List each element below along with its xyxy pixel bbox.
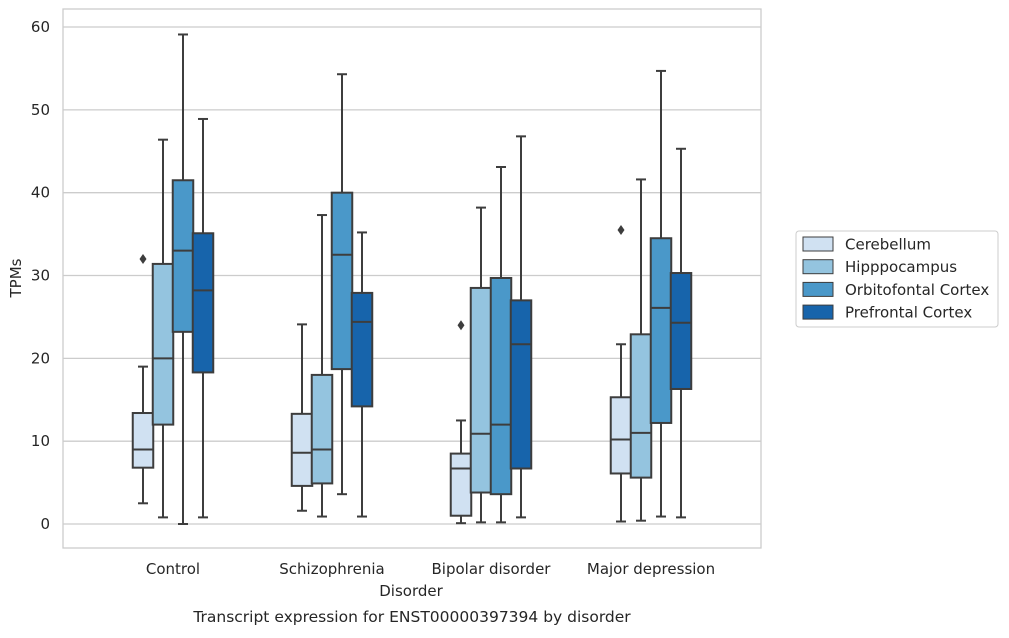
box-orbitofontal-cortex-1 (330, 73, 354, 496)
box-prefrontal-cortex-3 (669, 147, 693, 519)
x-tick-label: Control (146, 560, 200, 578)
box-iqr (310, 373, 334, 485)
x-axis-label: Disorder (379, 582, 443, 600)
box-cerebellum-0 (131, 253, 155, 505)
box-iqr (669, 272, 693, 390)
y-tick-label: 60 (31, 18, 50, 36)
legend-swatch (802, 259, 834, 275)
box-iqr (350, 291, 374, 408)
box-iqr (609, 396, 633, 475)
y-tick-labels: 0 10 20 30 40 50 60 (31, 18, 50, 533)
box-iqr (509, 299, 533, 470)
x-tick-label: Bipolar disorder (432, 560, 552, 578)
box-orbitofontal-cortex-3 (649, 69, 673, 518)
box-iqr (649, 237, 673, 424)
box-prefrontal-cortex-1 (350, 231, 374, 518)
box-prefrontal-cortex-2 (509, 135, 533, 519)
legend-frame (795, 230, 999, 328)
box-series (131, 33, 693, 525)
box-cerebellum-3 (609, 224, 633, 523)
plot-frame (62, 8, 762, 549)
y-axis-label: TPMs (7, 258, 25, 298)
box-orbitofontal-cortex-2 (489, 166, 513, 524)
box-iqr (290, 412, 314, 487)
x-tick-label: Schizophrenia (279, 560, 384, 578)
box-hipppocampus-1 (310, 214, 334, 518)
outlier-point (617, 224, 625, 235)
y-tick-label: 0 (40, 515, 50, 533)
box-orbitofontal-cortex-0 (171, 33, 195, 525)
y-tick-label: 40 (31, 184, 50, 202)
legend: Cerebellum Hipppocampus Orbitofontal Corte… (795, 230, 999, 328)
box-cerebellum-2 (449, 320, 473, 525)
box-prefrontal-cortex-0 (191, 117, 215, 519)
y-tick-label: 10 (31, 432, 50, 450)
y-tick-label: 30 (31, 267, 50, 285)
legend-label: Prefrontal Cortex (845, 304, 972, 322)
box-iqr (191, 232, 215, 374)
y-tick-label: 50 (31, 101, 50, 119)
box-hipppocampus-3 (629, 178, 653, 522)
box-hipppocampus-2 (469, 206, 493, 524)
legend-label: Orbitofontal Cortex (845, 281, 989, 299)
y-tick-label: 20 (31, 349, 50, 367)
legend-swatch (802, 236, 834, 252)
box-iqr (629, 333, 653, 479)
box-iqr (171, 179, 195, 333)
chart-caption: Transcript expression for ENST0000039739… (192, 608, 631, 626)
x-tick-labels: Control Schizophrenia Bipolar disorder Majo… (146, 560, 715, 578)
box-iqr (151, 262, 175, 426)
box-iqr (131, 412, 155, 469)
box-cerebellum-1 (290, 323, 314, 512)
box-iqr (330, 191, 354, 371)
outlier-point (457, 320, 465, 331)
outlier-point (139, 253, 147, 264)
box-iqr (469, 286, 493, 494)
legend-swatch (802, 281, 834, 297)
box-iqr (449, 452, 473, 517)
x-tick-label: Major depression (587, 560, 715, 578)
legend-swatch (802, 304, 834, 320)
box-hipppocampus-0 (151, 138, 175, 519)
box-iqr (489, 276, 513, 496)
legend-label: Hipppocampus (845, 258, 957, 276)
legend-label: Cerebellum (845, 236, 931, 254)
